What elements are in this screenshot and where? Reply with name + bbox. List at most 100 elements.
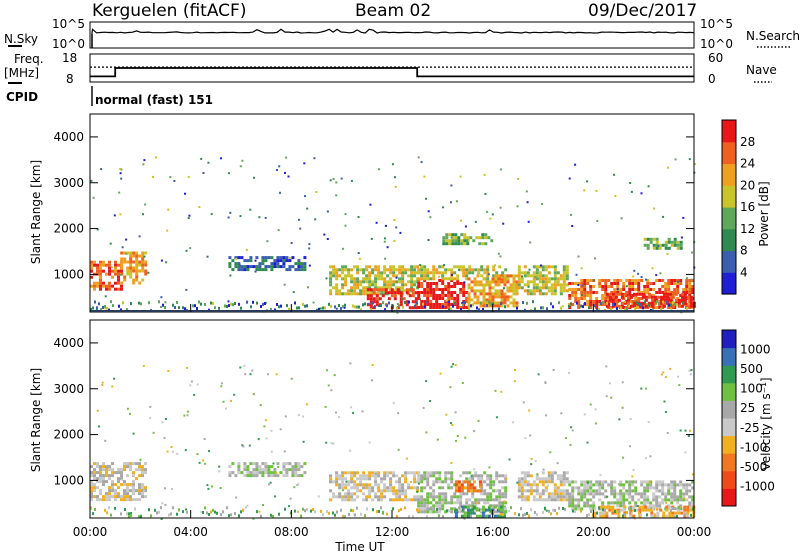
heatmap-cell <box>450 495 454 499</box>
heatmap-cell <box>649 480 653 484</box>
heatmap-cell <box>650 514 654 518</box>
heatmap-cell <box>517 489 521 493</box>
heatmap-cell <box>478 486 481 489</box>
heatmap-cell <box>512 292 516 296</box>
heatmap-cell <box>389 477 393 481</box>
heatmap-cell <box>589 285 593 288</box>
heatmap-cell <box>347 498 351 502</box>
heatmap-cell <box>462 268 466 272</box>
heatmap-cell <box>246 474 250 478</box>
heatmap-cell <box>530 458 533 461</box>
heatmap-cell <box>237 262 241 266</box>
heatmap-cell <box>456 495 460 499</box>
heatmap-cell <box>219 487 222 489</box>
heatmap-cell <box>375 297 379 301</box>
heatmap-cell <box>652 288 656 291</box>
heatmap-cell <box>450 507 454 511</box>
heatmap-cell <box>105 287 108 291</box>
heatmap-cell <box>506 295 510 299</box>
heatmap-cell <box>429 495 433 499</box>
heatmap-cell <box>595 306 599 309</box>
heatmap-cell <box>243 462 247 466</box>
heatmap-cell <box>120 177 123 180</box>
heatmap-cell <box>138 489 141 493</box>
heatmap-cell <box>544 506 546 510</box>
heatmap-cell <box>358 305 360 309</box>
heatmap-cell <box>562 480 566 484</box>
heatmap-cell <box>604 288 608 291</box>
heatmap-cell <box>482 292 486 296</box>
heatmap-cell <box>407 268 411 272</box>
heatmap-cell <box>441 271 445 275</box>
heatmap-cell <box>435 471 439 475</box>
heatmap-cell <box>581 284 584 287</box>
heatmap-cell <box>432 282 436 285</box>
heatmap-cell <box>465 274 469 278</box>
heatmap-cell <box>465 498 469 502</box>
heatmap-cell <box>117 486 120 490</box>
heatmap-cell <box>532 483 536 487</box>
colorbar-segment <box>722 250 736 273</box>
heatmap-cell <box>589 288 593 291</box>
heatmap-cell <box>583 282 587 285</box>
heatmap-cell <box>132 266 136 270</box>
heatmap-cell <box>676 501 680 505</box>
heatmap-cell <box>356 305 358 309</box>
heatmap-cell <box>102 465 105 469</box>
heatmap-cell <box>453 285 457 288</box>
heatmap-cell <box>332 480 336 484</box>
heatmap-cell <box>398 495 402 499</box>
heatmap-cell <box>140 302 142 306</box>
heatmap-cell <box>504 501 508 505</box>
heatmap-cell <box>276 303 278 306</box>
heatmap-cell <box>303 162 306 165</box>
heatmap-cell <box>262 302 264 306</box>
heatmap-cell <box>294 301 296 305</box>
heatmap-cell <box>497 289 501 293</box>
heatmap-cell <box>344 277 348 281</box>
heatmap-cell <box>237 465 241 469</box>
heatmap-cell <box>302 507 304 511</box>
heatmap-cell <box>410 286 414 290</box>
heatmap-cell <box>469 489 473 493</box>
heatmap-cell <box>164 503 167 506</box>
heatmap-cell <box>383 268 387 272</box>
heatmap-cell <box>636 301 638 305</box>
heatmap-cell <box>553 486 557 490</box>
heatmap-cell <box>429 282 433 285</box>
heatmap-cell <box>612 303 614 307</box>
heatmap-cell <box>383 471 387 475</box>
heatmap-cell <box>442 206 445 209</box>
heatmap-cell <box>553 471 557 475</box>
heatmap-cell <box>365 274 369 278</box>
heatmap-cell <box>518 513 520 517</box>
heatmap-cell <box>306 304 308 308</box>
heatmap-cell <box>686 508 690 512</box>
heatmap-cell <box>404 480 408 484</box>
heatmap-cell <box>386 286 390 290</box>
heatmap-cell <box>476 502 479 504</box>
heatmap-cell <box>383 240 386 243</box>
heatmap-cell <box>500 304 504 308</box>
heatmap-cell <box>605 295 609 299</box>
heatmap-cell <box>595 297 599 300</box>
heatmap-cell <box>683 511 687 515</box>
heatmap-cell <box>102 269 105 273</box>
heatmap-cell <box>635 492 638 495</box>
heatmap-cell <box>380 477 384 481</box>
heatmap-cell <box>583 489 587 493</box>
heatmap-cell <box>667 291 671 294</box>
heatmap-cell <box>344 283 348 287</box>
heatmap-cell <box>571 225 574 227</box>
heatmap-cell <box>420 501 424 505</box>
heatmap-cell <box>667 237 671 241</box>
heatmap-cell <box>362 268 366 272</box>
heatmap-cell <box>246 265 250 269</box>
heatmap-cell <box>418 298 421 300</box>
heatmap-cell <box>429 271 433 275</box>
heatmap-cell <box>544 382 547 384</box>
heatmap-cell <box>644 304 648 308</box>
heatmap-cell <box>553 286 557 290</box>
heatmap-cell <box>404 471 408 475</box>
heatmap-cell <box>398 286 402 290</box>
